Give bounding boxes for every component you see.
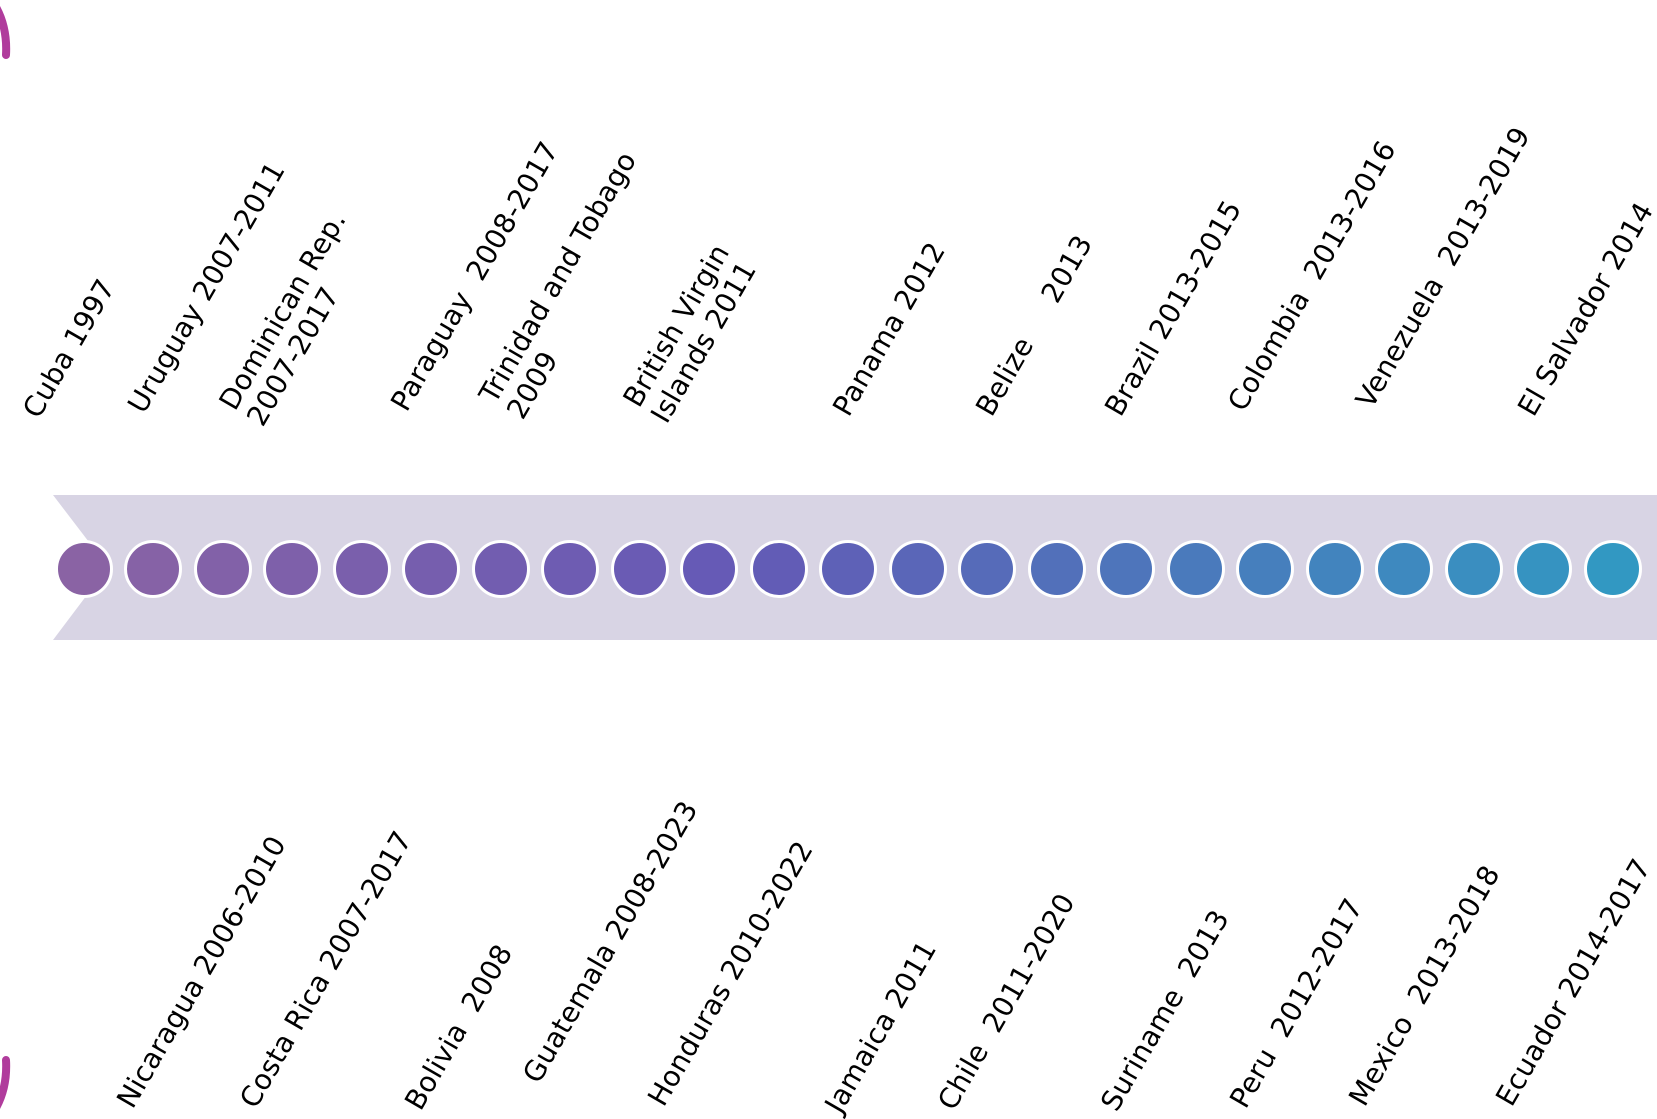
timeline-dot: [541, 540, 599, 598]
timeline-dot: [333, 540, 391, 598]
frame-arc-bottom: [0, 1056, 11, 1109]
timeline-dot: [1445, 540, 1503, 598]
timeline-dot: [611, 540, 669, 598]
timeline-dot: [958, 540, 1016, 598]
timeline-dot: [263, 540, 321, 598]
timeline-dot: [1306, 540, 1364, 598]
timeline-dot: [1028, 540, 1086, 598]
timeline-dot: [124, 540, 182, 598]
timeline-dot: [750, 540, 808, 598]
timeline-dot: [55, 540, 113, 598]
timeline-dot: [680, 540, 738, 598]
timeline-dot: [1375, 540, 1433, 598]
timeline-dot: [1236, 540, 1294, 598]
timeline-dot: [472, 540, 530, 598]
timeline-dot: [889, 540, 947, 598]
timeline-dot: [819, 540, 877, 598]
frame-arc-top: [0, 6, 11, 59]
timeline-dot: [194, 540, 252, 598]
timeline-dot: [1097, 540, 1155, 598]
timeline-dot: [1584, 540, 1642, 598]
timeline-dot: [1167, 540, 1225, 598]
timeline-dot: [1514, 540, 1572, 598]
timeline-dot: [402, 540, 460, 598]
